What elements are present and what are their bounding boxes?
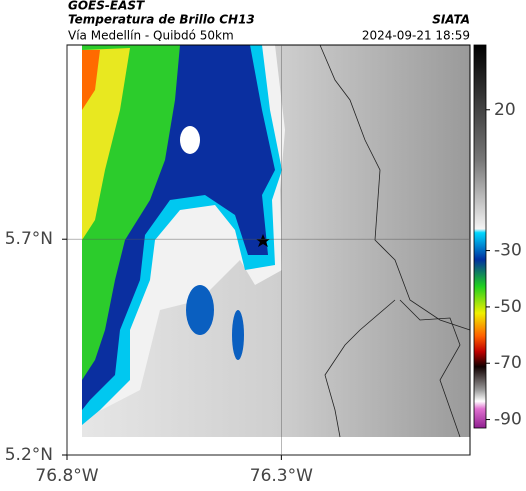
y-tick-label: 5.7°N (5, 229, 53, 249)
y-tick-label: 5.2°N (5, 445, 53, 465)
datetime: 2024-09-21 18:59 (362, 29, 470, 43)
subtitle: Vía Medellín - Quibdó 50km (68, 29, 234, 43)
title: Temperatura de Brillo CH13 (68, 13, 255, 27)
brand: SIATA (432, 13, 470, 27)
colorbar-tick-label: -50 (494, 297, 522, 317)
colorbar-tick-label: -30 (494, 241, 522, 261)
colorbar-tick-label: 20 (494, 100, 516, 120)
x-tick-label: 76.8°W (35, 466, 98, 486)
colorbar (473, 44, 487, 429)
city-marker (256, 234, 270, 247)
source: GOES-EAST (68, 0, 145, 13)
x-tick-label: 76.3°W (250, 466, 313, 486)
colorbar-tick-label: -90 (494, 410, 522, 430)
satellite-image (82, 44, 471, 438)
colorbar-tick-label: -70 (494, 353, 522, 373)
